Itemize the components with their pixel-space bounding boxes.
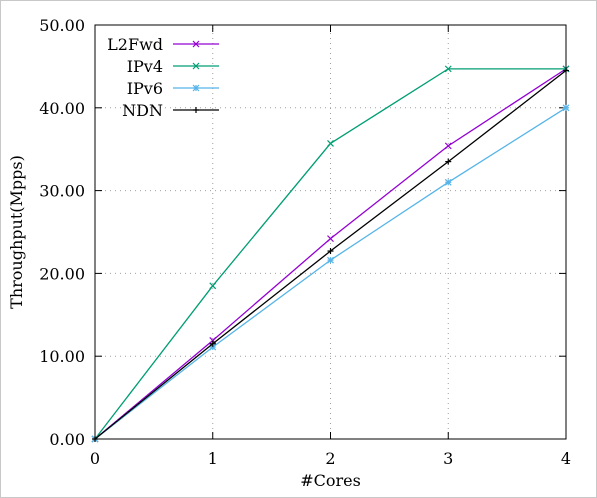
- y-tick-label: 20.00: [39, 264, 85, 283]
- data-point: [327, 235, 334, 243]
- data-point: [192, 40, 200, 48]
- data-point: [444, 65, 452, 73]
- legend-label: IPv6: [127, 79, 163, 98]
- legend-entry-ipv6: IPv6: [127, 79, 219, 98]
- legend-entry-l2fwd: L2Fwd: [107, 35, 219, 54]
- x-tick-label: 0: [90, 449, 100, 468]
- y-tick-label: 40.00: [39, 99, 85, 118]
- series-ipv6: [91, 104, 570, 443]
- x-tick-label: 1: [208, 449, 218, 468]
- legend-label: NDN: [122, 101, 163, 120]
- data-point: [444, 178, 452, 186]
- y-axis-title: Throughput(Mpps): [7, 155, 26, 309]
- series-ndn: [92, 67, 569, 442]
- grid: [95, 25, 566, 439]
- y-tick-label: 50.00: [39, 16, 85, 35]
- x-tick-label: 3: [443, 449, 453, 468]
- data-point: [444, 142, 452, 150]
- series-lines: [91, 65, 570, 443]
- legend-label: L2Fwd: [107, 35, 163, 54]
- data-point: [192, 84, 200, 92]
- x-axis-title: #Cores: [300, 471, 361, 490]
- data-point: [209, 282, 217, 290]
- x-tick-label: 4: [561, 449, 571, 468]
- y-tick-label: 10.00: [39, 347, 85, 366]
- data-point: [92, 436, 98, 442]
- x-tick-label: 2: [325, 449, 335, 468]
- data-point: [327, 139, 334, 147]
- legend-label: IPv4: [127, 57, 163, 76]
- y-tick-label: 30.00: [39, 182, 85, 201]
- data-point: [193, 107, 199, 113]
- data-point: [563, 67, 569, 74]
- data-point: [327, 256, 334, 264]
- data-point: [209, 340, 216, 347]
- y-tick-label: 0.00: [49, 430, 85, 449]
- legend-entry-ipv4: IPv4: [127, 57, 219, 76]
- plot-area-border: [94, 24, 567, 440]
- data-point: [192, 62, 200, 70]
- data-point: [562, 104, 570, 112]
- legend: L2Fwd IPv4 IPv6 NDN: [107, 35, 219, 120]
- data-point: [327, 248, 334, 255]
- data-point: [445, 158, 452, 165]
- legend-entry-ndn: NDN: [122, 101, 219, 120]
